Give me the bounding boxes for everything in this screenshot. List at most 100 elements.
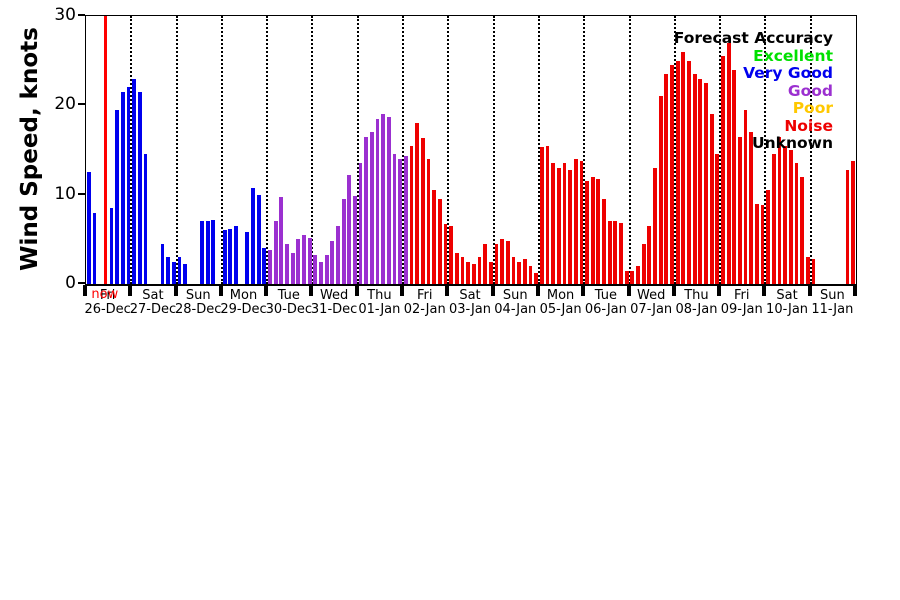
wind-speed-bar — [596, 178, 601, 284]
wind-speed-bar — [409, 145, 414, 284]
x-axis-tick — [83, 285, 87, 296]
wind-speed-bar — [234, 225, 238, 284]
x-label-weekday: Mon — [546, 288, 575, 303]
wind-speed-bar — [675, 60, 680, 284]
wind-speed-bar — [692, 74, 697, 284]
x-label-weekday: Thu — [367, 288, 392, 303]
x-axis-tick — [535, 285, 540, 296]
day-separator-line — [764, 16, 767, 284]
wind-speed-bar — [788, 150, 793, 284]
x-label-date: 11-Jan — [811, 302, 854, 317]
wind-speed-bar — [364, 136, 369, 284]
x-label-weekday: Fri — [99, 288, 116, 303]
wind-speed-bar — [743, 109, 748, 284]
legend-entry-excellent: Excellent — [753, 46, 833, 65]
x-axis-tick — [400, 285, 405, 296]
x-label-date: 01-Jan — [358, 302, 401, 317]
x-axis-tick — [671, 285, 676, 296]
wind-speed-bar — [528, 266, 533, 284]
wind-speed-bar — [132, 78, 137, 284]
x-label-date: 31-Dec — [310, 302, 358, 317]
y-tick-mark — [78, 192, 85, 195]
x-axis: Fri 26-Dec Sat 27-Dec Sun 28-Dec Mon 29-Dec Tue 3… — [83, 285, 857, 325]
wind-speed-bar — [290, 252, 295, 284]
wind-speed-bar — [590, 176, 595, 284]
wind-speed-bar — [845, 169, 850, 284]
x-label-date: 28-Dec — [175, 302, 222, 317]
wind-speed-bar — [641, 243, 646, 284]
wind-speed-bar — [602, 199, 606, 284]
wind-speed-bar — [732, 69, 737, 284]
x-label-weekday: Mon — [229, 288, 258, 303]
x-label-date: 26-Dec — [84, 302, 131, 317]
day-separator-line — [809, 16, 812, 284]
wind-speed-bar — [511, 257, 516, 284]
x-label-date: 03-Jan — [448, 302, 491, 317]
wind-speed-bar — [760, 205, 765, 284]
x-label-weekday: Tue — [594, 288, 617, 303]
day-separator-line — [492, 16, 495, 284]
now-marker-line — [104, 16, 108, 284]
wind-speed-bar — [454, 252, 459, 284]
y-tick-label: 10 — [54, 183, 76, 204]
wind-speed-bar — [92, 212, 97, 284]
wind-speed-bar — [517, 261, 522, 284]
x-axis-tick — [445, 285, 450, 296]
wind-speed-bar — [777, 136, 782, 284]
x-axis-tick — [264, 285, 269, 296]
wind-speed-bar — [381, 114, 386, 284]
wind-speed-bar — [755, 203, 759, 284]
x-label-weekday: Fri — [734, 288, 750, 303]
x-label-weekday: Fri — [416, 288, 433, 303]
wind-speed-bar — [251, 187, 255, 284]
wind-speed-bar — [324, 254, 329, 284]
wind-speed-bar — [358, 163, 363, 284]
day-separator-line — [537, 16, 540, 284]
wind-speed-bar — [794, 163, 799, 284]
wind-speed-bar — [432, 190, 437, 284]
wind-speed-bar — [200, 221, 204, 284]
legend-entry-poor: Poor — [792, 99, 833, 117]
wind-speed-bar — [86, 172, 91, 284]
wind-speed-bar — [681, 51, 686, 284]
wind-speed-bar — [353, 196, 357, 284]
wind-speed-bar — [171, 261, 176, 284]
day-separator-line — [130, 16, 133, 284]
wind-speed-bar — [285, 243, 289, 284]
x-label-date: 06-Jan — [584, 302, 627, 317]
wind-speed-bar — [160, 243, 165, 284]
day-separator-line — [220, 16, 223, 284]
now-label: now — [91, 287, 119, 302]
wind-speed-bar — [585, 181, 589, 284]
wind-speed-bar — [636, 266, 640, 284]
wind-speed-bar — [471, 264, 476, 284]
legend-entry-good: Good — [787, 81, 833, 100]
wind-speed-bar — [573, 158, 578, 284]
x-label-date: 09-Jan — [720, 302, 763, 317]
wind-speed-bar — [183, 264, 187, 284]
wind-speed-bar — [488, 261, 493, 284]
day-separator-line — [447, 16, 450, 284]
wind-speed-bar — [545, 145, 550, 284]
wind-speed-bar — [205, 221, 210, 284]
x-axis-tick — [309, 285, 314, 296]
wind-speed-bar — [420, 138, 425, 284]
x-label-weekday: Sat — [142, 288, 164, 303]
wind-speed-bar — [460, 257, 465, 284]
wind-speed-bar — [166, 257, 170, 284]
x-label-date: 30-Dec — [265, 302, 312, 317]
x-axis-tick — [717, 285, 722, 296]
wind-speed-bar — [375, 118, 380, 284]
x-label-weekday: Sat — [776, 288, 798, 303]
wind-speed-bar — [341, 199, 346, 284]
wind-speed-bar — [721, 56, 725, 284]
day-separator-line — [583, 16, 586, 284]
day-separator-line — [356, 16, 359, 284]
wind-speed-bar — [296, 239, 301, 284]
wind-speed-bar — [256, 194, 261, 284]
x-label-weekday: Sun — [819, 288, 845, 303]
wind-speed-bar — [619, 223, 623, 284]
x-axis-tick — [354, 285, 359, 296]
x-label-weekday: Sat — [459, 288, 481, 303]
